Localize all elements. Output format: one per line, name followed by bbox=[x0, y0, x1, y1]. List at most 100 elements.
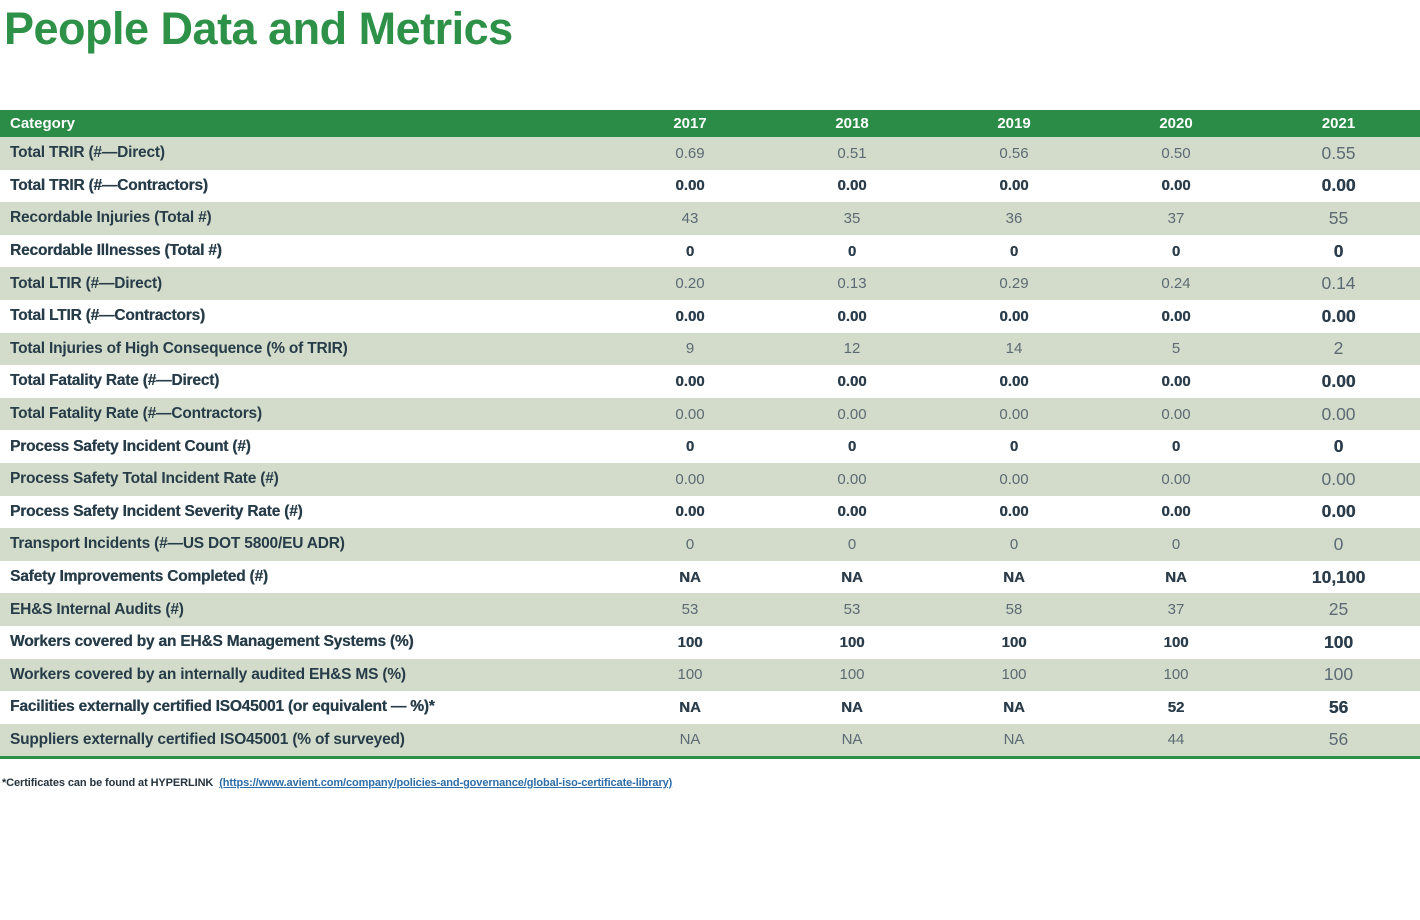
row-value-2021: 10,100 bbox=[1311, 566, 1366, 587]
row-value-2019: 0.00 bbox=[999, 372, 1029, 390]
row-value-2020: 0 bbox=[1171, 535, 1181, 553]
row-value-2019: 36 bbox=[1005, 209, 1023, 227]
header-year-2017: 2017 bbox=[609, 110, 771, 137]
table-row: EH&S Internal Audits (#) 53 53 58 37 25 bbox=[0, 593, 1420, 626]
table-row: Process Safety Incident Count (#) 0 0 0 0 0 bbox=[0, 430, 1420, 463]
table-row: Total Fatality Rate (#—Direct) 0.00 0.00 0.… bbox=[0, 365, 1420, 398]
table-row: Total TRIR (#—Contractors) 0.00 0.00 0.00 0.… bbox=[0, 169, 1420, 203]
row-label: Total LTIR (#—Direct) bbox=[10, 274, 162, 292]
row-value-2019: NA bbox=[1003, 731, 1025, 749]
row-value-2018: NA bbox=[841, 698, 863, 716]
row-label: Process Safety Incident Count (#) bbox=[10, 437, 251, 455]
row-value-2017: 0.00 bbox=[675, 470, 705, 488]
row-value-2019: 58 bbox=[1005, 601, 1023, 619]
table-row: Total Injuries of High Consequence (% of… bbox=[0, 332, 1420, 366]
row-label: Safety Improvements Completed (#) bbox=[10, 568, 268, 586]
table-row: Total Fatality Rate (#—Contractors) 0.00 0… bbox=[0, 397, 1420, 431]
row-value-2020: 52 bbox=[1167, 698, 1185, 716]
row-value-2017: NA bbox=[679, 731, 701, 749]
header-category: Category bbox=[0, 110, 609, 137]
table-row: Workers covered by an EH&S Management Sy… bbox=[0, 625, 1420, 659]
row-value-2020: 100 bbox=[1163, 633, 1189, 651]
row-value-2021: 0 bbox=[1333, 436, 1344, 457]
row-value-2021: 55 bbox=[1328, 207, 1349, 228]
row-value-2017: 0.00 bbox=[675, 177, 705, 195]
row-value-2017: NA bbox=[679, 568, 701, 586]
row-value-2021: 25 bbox=[1328, 599, 1349, 620]
row-value-2019: 0.00 bbox=[999, 503, 1029, 521]
row-value-2017: 100 bbox=[677, 666, 703, 684]
row-value-2017: 100 bbox=[677, 633, 703, 651]
metrics-table: Category 2017 2018 2019 2020 2021 Total TRIR… bbox=[0, 110, 1420, 760]
row-value-2021: 0.55 bbox=[1321, 142, 1356, 163]
row-label: Suppliers externally certified ISO45001 … bbox=[10, 730, 405, 748]
table-row: Process Safety Total Incident Rate (#) 0.… bbox=[0, 462, 1420, 496]
row-label: Total TRIR (#—Contractors) bbox=[10, 176, 208, 194]
row-value-2017: 0.00 bbox=[675, 307, 705, 325]
row-value-2019: 0.29 bbox=[999, 275, 1029, 293]
row-value-2020: 37 bbox=[1167, 601, 1185, 619]
row-value-2018: 100 bbox=[839, 666, 865, 684]
row-label: Workers covered by an internally audited… bbox=[10, 665, 406, 683]
table-row: Total LTIR (#—Direct) 0.20 0.13 0.29 0.24 0.1… bbox=[0, 267, 1420, 300]
row-value-2020: 0.00 bbox=[1161, 470, 1191, 488]
row-value-2019: 0.00 bbox=[999, 177, 1029, 195]
row-label: Transport Incidents (#—US DOT 5800/EU AD… bbox=[10, 535, 345, 553]
row-value-2021: 0.00 bbox=[1321, 305, 1356, 326]
row-value-2020: 0.00 bbox=[1161, 405, 1191, 423]
row-value-2018: 0.00 bbox=[837, 470, 867, 488]
row-value-2020: 44 bbox=[1167, 731, 1185, 749]
row-value-2019: 14 bbox=[1005, 340, 1023, 358]
row-label: Total Injuries of High Consequence (% of… bbox=[10, 339, 348, 357]
row-value-2019: 0 bbox=[1009, 242, 1019, 260]
row-value-2018: 100 bbox=[839, 633, 865, 651]
row-value-2018: 0.00 bbox=[837, 503, 867, 521]
header-year-2019: 2019 bbox=[933, 110, 1095, 137]
row-value-2018: 53 bbox=[843, 601, 861, 619]
row-label: Total TRIR (#—Direct) bbox=[10, 144, 165, 162]
row-value-2017: 0 bbox=[685, 242, 695, 260]
row-label: Workers covered by an EH&S Management Sy… bbox=[10, 633, 414, 651]
row-value-2021: 0.00 bbox=[1321, 468, 1356, 489]
row-value-2020: 0.00 bbox=[1161, 307, 1191, 325]
row-value-2018: NA bbox=[841, 568, 863, 586]
row-label: Recordable Illnesses (Total #) bbox=[10, 242, 222, 260]
row-value-2018: 35 bbox=[843, 209, 861, 227]
table-header-row: Category 2017 2018 2019 2020 2021 bbox=[0, 110, 1420, 137]
row-value-2019: NA bbox=[1003, 568, 1025, 586]
row-value-2018: NA bbox=[841, 731, 863, 749]
header-year-2020: 2020 bbox=[1095, 110, 1257, 137]
row-value-2017: 9 bbox=[685, 340, 695, 358]
footnote: *Certificates can be found at HYPERLINK … bbox=[2, 777, 672, 789]
row-value-2021: 2 bbox=[1333, 338, 1344, 359]
header-year-2021: 2021 bbox=[1257, 110, 1420, 137]
footnote-link[interactable]: (https://www.avient.com/company/policies… bbox=[219, 777, 673, 789]
row-value-2017: NA bbox=[679, 698, 701, 716]
row-value-2020: 0.00 bbox=[1161, 177, 1191, 195]
row-value-2017: 0.00 bbox=[675, 372, 705, 390]
row-label: Facilities externally certified ISO45001… bbox=[10, 698, 435, 716]
row-value-2020: 0 bbox=[1171, 438, 1181, 456]
row-value-2020: 5 bbox=[1171, 340, 1181, 358]
table-row: Safety Improvements Completed (#) NA NA NA N… bbox=[0, 560, 1420, 594]
row-value-2019: 0.00 bbox=[999, 307, 1029, 325]
row-label: EH&S Internal Audits (#) bbox=[10, 600, 184, 618]
row-value-2018: 0 bbox=[847, 535, 857, 553]
row-value-2020: 37 bbox=[1167, 209, 1185, 227]
row-value-2020: 0.00 bbox=[1161, 503, 1191, 521]
row-value-2019: 0 bbox=[1009, 535, 1019, 553]
row-value-2019: 0.56 bbox=[999, 144, 1029, 162]
row-value-2020: 0.50 bbox=[1161, 144, 1191, 162]
row-value-2020: NA bbox=[1165, 568, 1187, 586]
row-value-2018: 0.00 bbox=[837, 307, 867, 325]
table-row: Process Safety Incident Severity Rate (#… bbox=[0, 495, 1420, 529]
row-value-2021: 0.14 bbox=[1321, 273, 1356, 294]
row-value-2020: 0.00 bbox=[1161, 372, 1191, 390]
row-value-2017: 53 bbox=[681, 601, 699, 619]
table-row: Total TRIR (#—Direct) 0.69 0.51 0.56 0.50 0.5… bbox=[0, 137, 1420, 170]
row-label: Total LTIR (#—Contractors) bbox=[10, 307, 205, 325]
row-value-2021: 56 bbox=[1328, 696, 1349, 717]
header-year-2018: 2018 bbox=[771, 110, 933, 137]
row-value-2020: 100 bbox=[1163, 666, 1189, 684]
metrics-table-body: Total TRIR (#—Direct) 0.69 0.51 0.56 0.50 0.5… bbox=[0, 137, 1420, 758]
